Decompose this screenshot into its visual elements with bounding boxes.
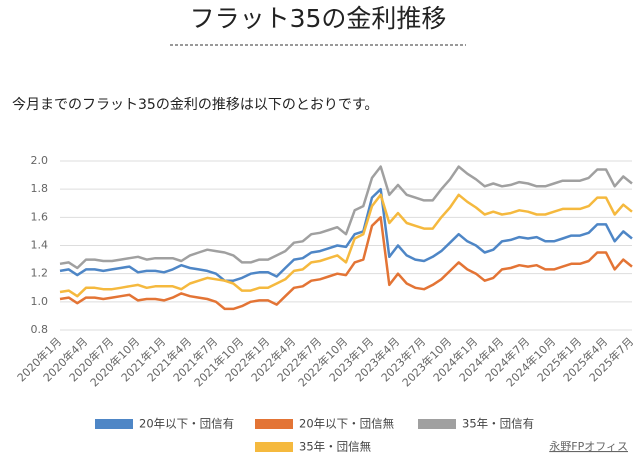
y-tick-label: 0.8 xyxy=(31,323,49,336)
y-tick-label: 1.8 xyxy=(31,182,49,195)
legend-swatch xyxy=(255,419,293,429)
legend-label: 20年以下・団信無 xyxy=(299,417,395,431)
intro-text: 今月までのフラット35の金利の推移は以下のとおりです。 xyxy=(12,97,378,113)
legend-label: 35年・団信無 xyxy=(299,440,372,454)
legend-swatch xyxy=(95,419,133,429)
y-tick-label: 1.6 xyxy=(31,210,49,223)
series-line xyxy=(59,165,633,270)
series-line xyxy=(59,193,633,298)
series-line xyxy=(59,216,633,311)
legend-swatch xyxy=(255,442,293,452)
credit-link[interactable]: 永野FPオフィス xyxy=(549,439,628,453)
heading: フラット35の金利推移 xyxy=(190,4,447,33)
y-tick-label: 2.0 xyxy=(31,154,49,167)
legend-label: 35年・団信有 xyxy=(462,417,534,431)
y-tick-label: 1.4 xyxy=(31,239,49,252)
y-tick-label: 1.2 xyxy=(31,267,49,280)
y-tick-label: 1.0 xyxy=(31,295,49,308)
legend-label: 20年以下・団信有 xyxy=(139,417,234,431)
legend-swatch xyxy=(418,419,456,429)
series-line xyxy=(59,187,633,282)
